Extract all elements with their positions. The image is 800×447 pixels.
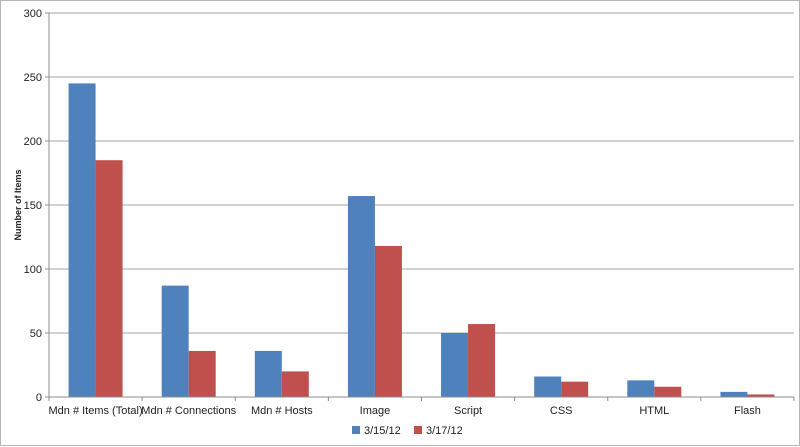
y-tick-label: 0	[36, 392, 42, 404]
gridlines	[49, 12, 794, 334]
y-tick-label: 50	[30, 328, 42, 340]
bar-3-17-12-2	[281, 371, 309, 397]
bar-3-15-12-0	[68, 83, 96, 398]
legend-swatch	[352, 426, 360, 434]
x-category-label: HTML	[639, 405, 669, 417]
x-category-label: Mdn # Hosts	[251, 405, 313, 417]
x-category-label: Mdn # Items (Total)	[48, 405, 142, 417]
bars	[68, 83, 775, 398]
bar-3-17-12-7	[747, 394, 775, 397]
bar-3-15-12-4	[441, 333, 469, 397]
y-axis-title: Number of Items	[13, 169, 23, 240]
bar-3-17-12-5	[561, 381, 589, 397]
bar-3-17-12-1	[188, 350, 216, 397]
axes	[48, 13, 795, 401]
x-category-label: Mdn # Connections	[141, 405, 236, 417]
legend-swatch	[414, 426, 422, 434]
bar-3-15-12-7	[720, 391, 748, 397]
y-tick-label: 300	[24, 8, 42, 20]
y-tick-label: 150	[24, 200, 42, 212]
x-category-label: CSS	[550, 405, 573, 417]
bar-3-17-12-3	[374, 245, 402, 397]
x-category-label: Script	[454, 405, 482, 417]
bar-3-17-12-6	[654, 386, 682, 397]
bar-3-15-12-1	[161, 285, 189, 397]
y-axis-ticks: 0 50 100 150 200 250 300	[24, 8, 49, 404]
bar-3-17-12-4	[468, 324, 496, 397]
y-tick-label: 100	[24, 264, 42, 276]
legend-label: 3/15/12	[364, 425, 401, 437]
y-tick-label: 200	[24, 136, 42, 148]
bar-3-15-12-2	[254, 350, 282, 397]
bar-3-15-12-5	[534, 376, 562, 397]
bar-3-17-12-0	[95, 160, 123, 397]
x-category-label: Flash	[734, 405, 761, 417]
x-category-label: Image	[360, 405, 391, 417]
legend-label: 3/17/12	[426, 425, 463, 437]
x-axis-categories: Mdn # Items (Total)Mdn # Connections Mdn …	[48, 405, 760, 417]
bar-3-15-12-6	[627, 380, 655, 397]
legend: 3/15/12 3/17/12	[352, 425, 463, 437]
y-tick-label: 250	[24, 72, 42, 84]
bar-3-15-12-3	[347, 196, 375, 397]
